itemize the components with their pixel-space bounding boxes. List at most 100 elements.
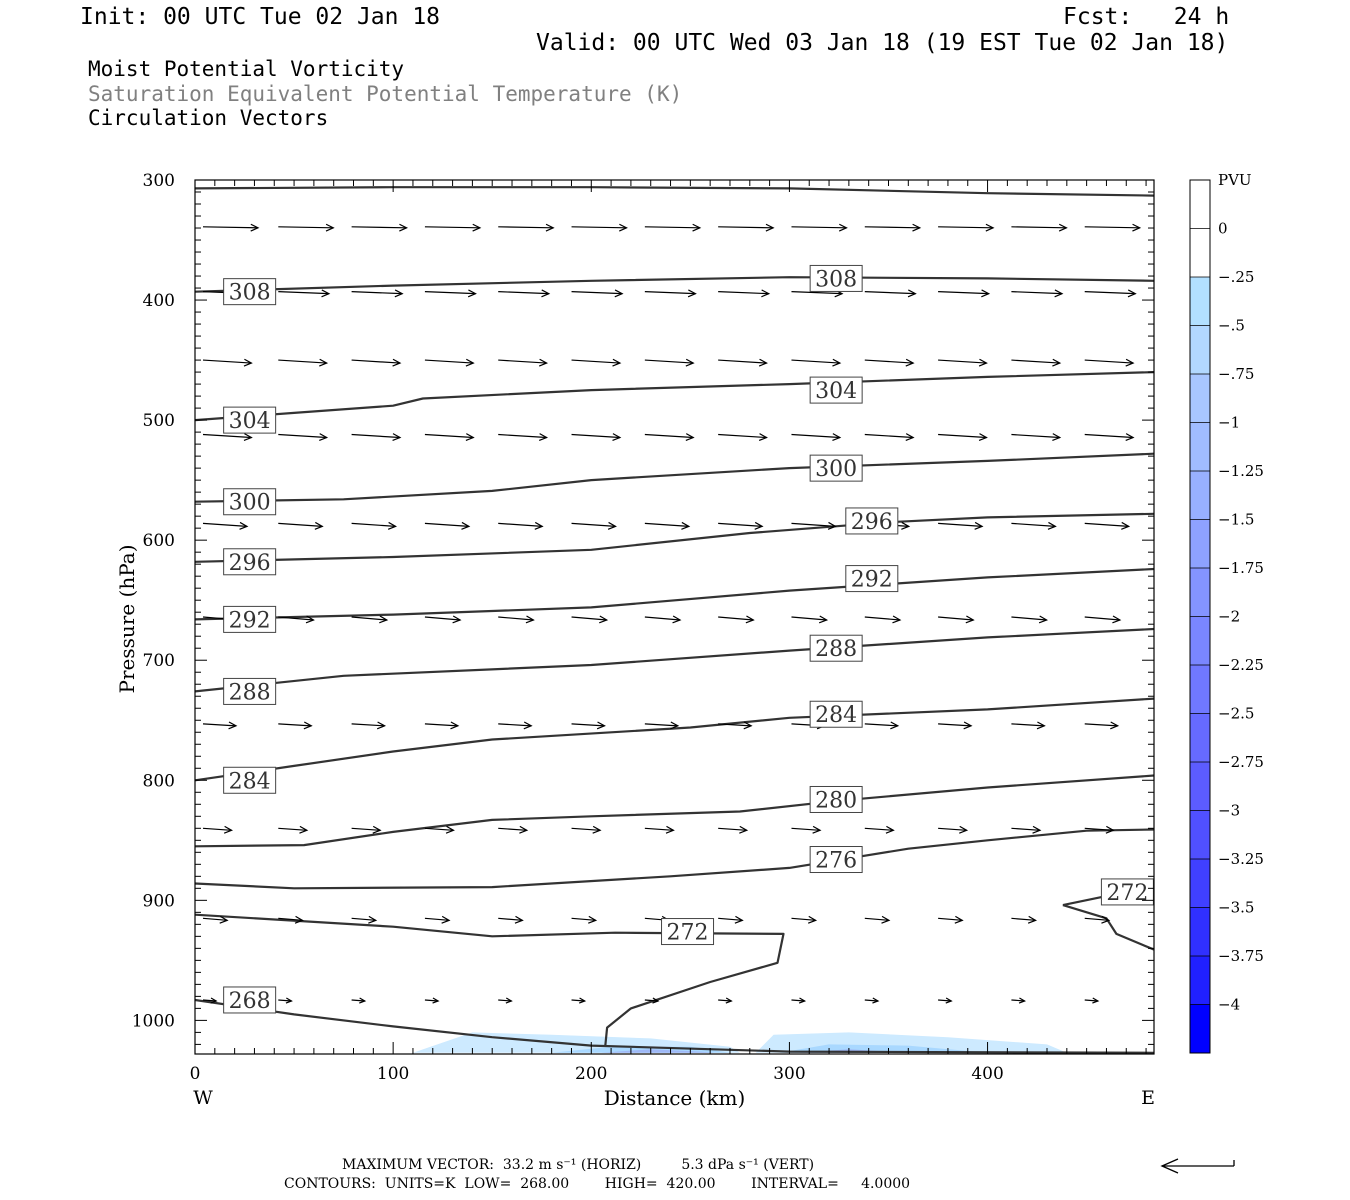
circulation-vector [718, 616, 754, 621]
colorbar-label: −2.25 [1218, 656, 1264, 674]
circulation-vector-head [1018, 997, 1027, 1004]
circulation-vector-head [734, 915, 744, 924]
circulation-vector [351, 359, 401, 364]
colorbar-title: PVU [1218, 171, 1252, 189]
circulation-vector [424, 917, 450, 921]
circulation-vector [644, 616, 681, 621]
circulation-vector [791, 226, 847, 229]
circulation-vector-head [1032, 825, 1042, 834]
circulation-vector [424, 522, 469, 527]
colorbar-swatch [1190, 325, 1210, 374]
circulation-vector-head [368, 915, 378, 924]
contour-line-272 [195, 913, 785, 1047]
circulation-vector [938, 827, 967, 831]
east-label: E [1141, 1087, 1155, 1109]
circulation-vector-head [250, 223, 260, 232]
circulation-vector [498, 226, 554, 229]
contour-label: 288 [815, 637, 857, 662]
colorbar-swatch [1190, 1004, 1210, 1053]
circulation-vector [791, 433, 840, 439]
circulation-vector [1084, 291, 1136, 295]
circulation-vector-head [359, 997, 367, 1004]
circulation-vector-head [1038, 615, 1049, 624]
colorbar-label: −.25 [1218, 268, 1254, 286]
contour-line-300 [195, 452, 1154, 503]
contour-line-304 [195, 371, 1154, 422]
circulation-vector-head [885, 825, 895, 834]
colorbar-swatch [1190, 471, 1210, 520]
colorbar-label: −1.25 [1218, 462, 1264, 480]
colorbar-swatch [1190, 665, 1210, 714]
circulation-vector [1011, 226, 1067, 229]
colorbar-label: −.75 [1218, 365, 1254, 383]
circulation-vector-head [672, 615, 682, 624]
circulation-vector [644, 359, 694, 364]
circulation-vector [718, 522, 763, 527]
circulation-vector [1011, 616, 1047, 621]
contour-label-box [809, 376, 863, 404]
x-tick-label: 100 [377, 1064, 409, 1084]
circulation-vector-head [376, 721, 387, 730]
circulation-vector [571, 226, 627, 229]
contour-label: 308 [815, 267, 857, 292]
circulation-vector [791, 359, 840, 364]
circulation-vector [571, 291, 623, 295]
circulation-vector [938, 723, 972, 727]
circulation-vector-head [827, 521, 837, 530]
contour-label: 296 [229, 551, 271, 576]
contour-label-box [845, 507, 899, 535]
contour-label: 284 [815, 703, 857, 728]
circulation-vector-head [807, 915, 818, 924]
colorbar-label: −3 [1218, 802, 1240, 820]
circulation-vector [1084, 827, 1114, 831]
contour-line-308 [195, 276, 1154, 293]
west-label: W [193, 1087, 213, 1109]
circulation-vector [498, 999, 512, 1002]
circulation-vector [1084, 226, 1140, 229]
circulation-vector [864, 827, 894, 831]
circulation-vector-head [399, 223, 409, 232]
circulation-vector-head [681, 521, 691, 530]
y-tick-label: 900 [143, 891, 175, 911]
circulation-vector [424, 616, 461, 621]
reference-vector-head [1160, 1158, 1179, 1174]
circulation-vector [791, 999, 805, 1002]
colorbar-label: −1 [1218, 414, 1240, 432]
circulation-vector [718, 827, 747, 831]
circulation-vector [278, 616, 314, 621]
contour-label-box [809, 785, 863, 813]
circulation-vector [1084, 359, 1134, 364]
circulation-vector [864, 999, 879, 1002]
circulation-vector-head [505, 997, 513, 1004]
colorbar-label: −1.75 [1218, 559, 1264, 577]
circulation-vector-head [692, 223, 702, 232]
contour-label: 284 [229, 769, 271, 794]
contour-line-280 [195, 774, 1154, 848]
circulation-vector-head [614, 289, 624, 298]
circulation-vector [1011, 522, 1056, 527]
colorbar-swatch [1190, 907, 1210, 956]
contour-label: 304 [229, 409, 271, 434]
contour-line-284 [195, 697, 1154, 782]
circulation-vector [498, 723, 532, 727]
circulation-vector [1011, 999, 1025, 1002]
circulation-vector [1011, 359, 1060, 364]
circulation-vector [202, 999, 217, 1002]
circulation-vector-head [959, 825, 969, 834]
circulation-vector-head [394, 289, 404, 298]
circulation-vector-head [685, 358, 695, 367]
circulation-vector [424, 723, 458, 727]
circulation-vector-head [441, 915, 451, 924]
circulation-vector [791, 616, 827, 621]
contour-label: 272 [1106, 881, 1148, 906]
circulation-vector [938, 917, 963, 921]
colorbar-label: −.5 [1218, 317, 1245, 335]
field-title-vectors: Circulation Vectors [88, 106, 329, 130]
circulation-vector-head [465, 433, 475, 442]
colorbar-label: −2.5 [1218, 705, 1254, 723]
circulation-vector-head [685, 433, 695, 442]
circulation-vector [498, 827, 527, 831]
circulation-vector-head [294, 915, 304, 924]
colorbar-label: −3.75 [1218, 947, 1264, 965]
